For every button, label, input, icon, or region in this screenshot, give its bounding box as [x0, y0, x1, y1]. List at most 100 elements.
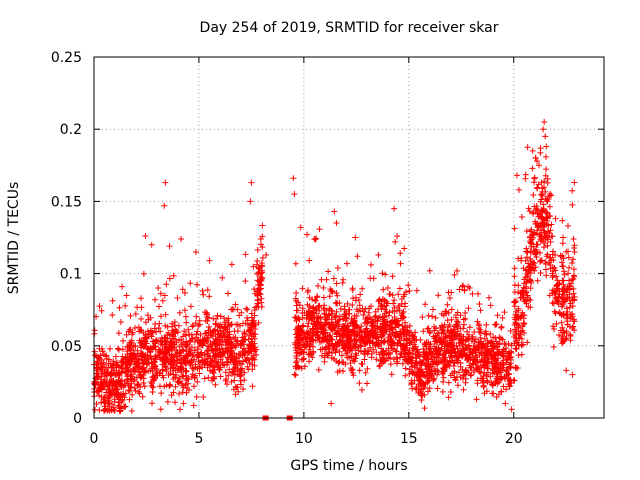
data-point — [526, 208, 533, 215]
data-point — [135, 324, 142, 331]
data-point — [191, 374, 198, 381]
data-point — [440, 374, 447, 381]
data-point — [208, 332, 215, 339]
data-point — [438, 341, 445, 348]
data-point — [374, 317, 381, 324]
data-point — [403, 357, 410, 364]
data-point — [337, 305, 344, 312]
data-point — [119, 365, 126, 372]
data-point — [237, 360, 244, 367]
data-point — [131, 351, 138, 358]
data-point — [211, 375, 218, 382]
data-point — [571, 245, 578, 252]
data-point — [193, 313, 200, 320]
data-point — [147, 367, 154, 374]
data-point — [424, 366, 431, 373]
data-point — [531, 267, 538, 274]
data-point — [387, 319, 394, 326]
data-point — [499, 367, 506, 374]
data-point — [172, 383, 179, 390]
data-point — [379, 348, 386, 355]
data-point — [378, 306, 385, 313]
data-point — [320, 294, 327, 301]
data-point — [402, 365, 409, 372]
data-point — [418, 391, 425, 398]
data-point — [401, 303, 408, 310]
data-point — [440, 329, 447, 336]
data-point — [184, 352, 191, 359]
data-point — [181, 307, 188, 314]
data-point — [349, 369, 356, 376]
data-point — [508, 406, 515, 413]
data-point — [325, 311, 332, 318]
data-point — [96, 355, 103, 362]
data-point — [412, 351, 419, 358]
data-point — [402, 319, 409, 326]
data-point — [217, 373, 224, 380]
data-point — [232, 364, 239, 371]
data-point — [343, 315, 350, 322]
data-point — [332, 327, 339, 334]
data-point — [230, 359, 237, 366]
data-point — [377, 302, 384, 309]
data-point — [544, 242, 551, 249]
data-point — [93, 374, 100, 381]
data-point — [224, 354, 231, 361]
data-point — [566, 304, 573, 311]
data-point — [109, 312, 116, 319]
data-point — [137, 384, 144, 391]
data-point — [173, 362, 180, 369]
data-point — [250, 263, 257, 270]
data-point — [98, 364, 105, 371]
data-point — [291, 191, 298, 198]
data-point — [451, 271, 458, 278]
data-point — [119, 392, 126, 399]
data-point — [394, 233, 401, 240]
data-point — [127, 312, 134, 319]
data-point — [325, 349, 332, 356]
data-point — [524, 292, 531, 299]
data-point — [139, 351, 146, 358]
data-point — [462, 309, 469, 316]
data-point — [393, 331, 400, 338]
data-point — [513, 308, 520, 315]
data-point — [456, 333, 463, 340]
data-point — [259, 233, 266, 240]
data-point — [142, 233, 149, 240]
data-point — [231, 328, 238, 335]
data-point — [320, 334, 327, 341]
data-point — [475, 325, 482, 332]
data-point — [359, 336, 366, 343]
data-point — [569, 187, 576, 194]
data-point — [470, 361, 477, 368]
data-point — [473, 396, 480, 403]
data-point — [110, 377, 117, 384]
data-point — [454, 321, 461, 328]
data-point — [242, 278, 249, 285]
data-point — [255, 319, 262, 326]
data-point — [333, 280, 340, 287]
data-point — [489, 340, 496, 347]
data-point — [466, 324, 473, 331]
data-point — [377, 329, 384, 336]
data-point — [124, 366, 131, 373]
data-point — [306, 334, 313, 341]
data-point — [318, 352, 325, 359]
data-point — [399, 360, 406, 367]
data-point — [187, 303, 194, 310]
data-point — [535, 181, 542, 188]
data-point — [529, 165, 536, 172]
data-point — [375, 251, 382, 258]
data-point — [571, 266, 578, 273]
data-point — [425, 356, 432, 363]
data-point — [479, 345, 486, 352]
data-point — [454, 267, 461, 274]
data-point — [165, 371, 172, 378]
data-point — [457, 360, 464, 367]
data-point — [182, 331, 189, 338]
data-point — [328, 307, 335, 314]
data-point — [127, 350, 134, 357]
data-point — [135, 388, 142, 395]
data-point — [125, 382, 132, 389]
data-point — [119, 283, 126, 290]
